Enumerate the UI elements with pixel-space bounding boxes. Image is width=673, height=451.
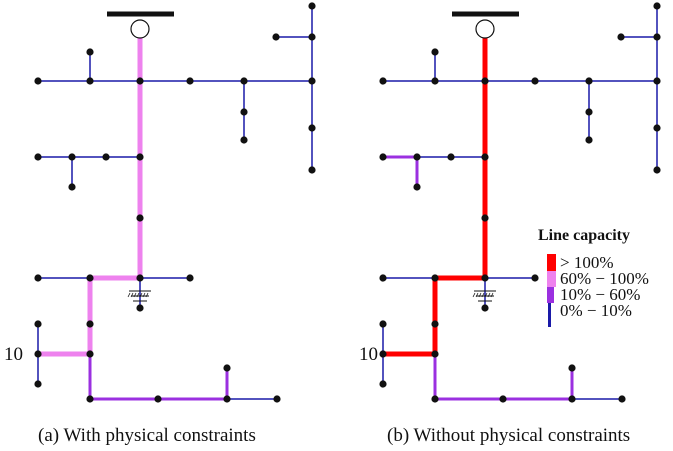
legend-title: Line capacity (538, 227, 630, 244)
bus-node-7 (186, 77, 194, 85)
bus-node-7 (531, 77, 539, 85)
bus-node-1 (272, 33, 280, 41)
panel-with-constraints (34, 2, 316, 403)
bus-node-17 (136, 153, 144, 161)
bus-node-15 (68, 153, 76, 161)
bus-node-33 (568, 395, 576, 403)
bus-node-11 (585, 136, 593, 144)
bus-node-12 (308, 124, 316, 132)
bus-node-28 (431, 350, 439, 358)
bus-node-29 (34, 380, 42, 388)
legend: Line capacity > 100% 60% − 100% 10% − 60… (538, 227, 649, 327)
bus-node-23 (531, 274, 539, 282)
legend-swatch-60-100 (547, 271, 556, 287)
bus-node-25 (379, 320, 387, 328)
node-10-label-a: 10 (4, 344, 23, 365)
bus-node-30 (568, 364, 576, 372)
legend-label-60-100: 60% − 100% (560, 269, 649, 288)
bus-node-32 (154, 395, 162, 403)
bus-node-27 (379, 350, 387, 358)
bus-node-22 (481, 274, 489, 282)
bus-node-14 (34, 153, 42, 161)
legend-swatch-0-10 (548, 303, 551, 327)
bus-node-8 (585, 77, 593, 85)
bus-node-28 (86, 350, 94, 358)
bus-node-12 (653, 124, 661, 132)
bus-node-19 (136, 214, 144, 222)
bus-node-19 (481, 214, 489, 222)
bus-node-31 (431, 395, 439, 403)
bus-node-27 (34, 350, 42, 358)
bus-node-24 (481, 304, 489, 312)
bus-node-30 (223, 364, 231, 372)
bus-node-18 (68, 183, 76, 191)
bus-node-21 (86, 274, 94, 282)
caption-b: (b) Without physical constraints (387, 425, 630, 446)
bus-node-6 (481, 77, 489, 85)
bus-node-23 (186, 274, 194, 282)
caption-a: (a) With physical constraints (38, 425, 256, 446)
bus-node-22 (136, 274, 144, 282)
bus-node-26 (86, 320, 94, 328)
bus-node-9 (653, 77, 661, 85)
bus-node-8 (240, 77, 248, 85)
capacitor-icon (472, 290, 496, 302)
bus-node-31 (86, 395, 94, 403)
bus-node-3 (86, 48, 94, 56)
transformer-icon (130, 19, 150, 39)
bus-node-6 (136, 77, 144, 85)
bus-node-26 (431, 320, 439, 328)
bus-node-13 (308, 166, 316, 174)
bus-node-9 (308, 77, 316, 85)
bus-node-14 (379, 153, 387, 161)
bus-node-0 (653, 2, 661, 10)
legend-label-over-100: > 100% (560, 253, 614, 272)
bus-node-5 (431, 77, 439, 85)
bus-node-17 (481, 153, 489, 161)
legend-label-10-60: 10% − 60% (560, 285, 640, 304)
bus-node-16 (447, 153, 455, 161)
bus-node-15 (413, 153, 421, 161)
bus-node-4 (34, 77, 42, 85)
capacitor-icon (127, 290, 151, 302)
bus-node-2 (653, 33, 661, 41)
legend-label-0-10: 0% − 10% (560, 301, 632, 320)
bus-node-21 (431, 274, 439, 282)
bus-node-1 (617, 33, 625, 41)
bus-node-16 (102, 153, 110, 161)
bus-node-25 (34, 320, 42, 328)
bus-node-33 (223, 395, 231, 403)
panel-without-constraints (379, 2, 661, 403)
bus-node-5 (86, 77, 94, 85)
bus-node-34 (618, 395, 626, 403)
bus-node-10 (240, 108, 248, 116)
bus-node-0 (308, 2, 316, 10)
bus-node-11 (240, 136, 248, 144)
bus-node-20 (379, 274, 387, 282)
bus-node-13 (653, 166, 661, 174)
bus-node-4 (379, 77, 387, 85)
bus-node-24 (136, 304, 144, 312)
bus-node-32 (499, 395, 507, 403)
bus-node-2 (308, 33, 316, 41)
bus-node-34 (273, 395, 281, 403)
legend-swatch-over-100 (547, 254, 556, 271)
bus-node-18 (413, 183, 421, 191)
node-10-label-b: 10 (359, 344, 378, 365)
transformer-icon (475, 19, 495, 39)
legend-swatch-10-60 (547, 287, 554, 303)
bus-node-29 (379, 380, 387, 388)
bus-node-3 (431, 48, 439, 56)
bus-node-10 (585, 108, 593, 116)
bus-node-20 (34, 274, 42, 282)
